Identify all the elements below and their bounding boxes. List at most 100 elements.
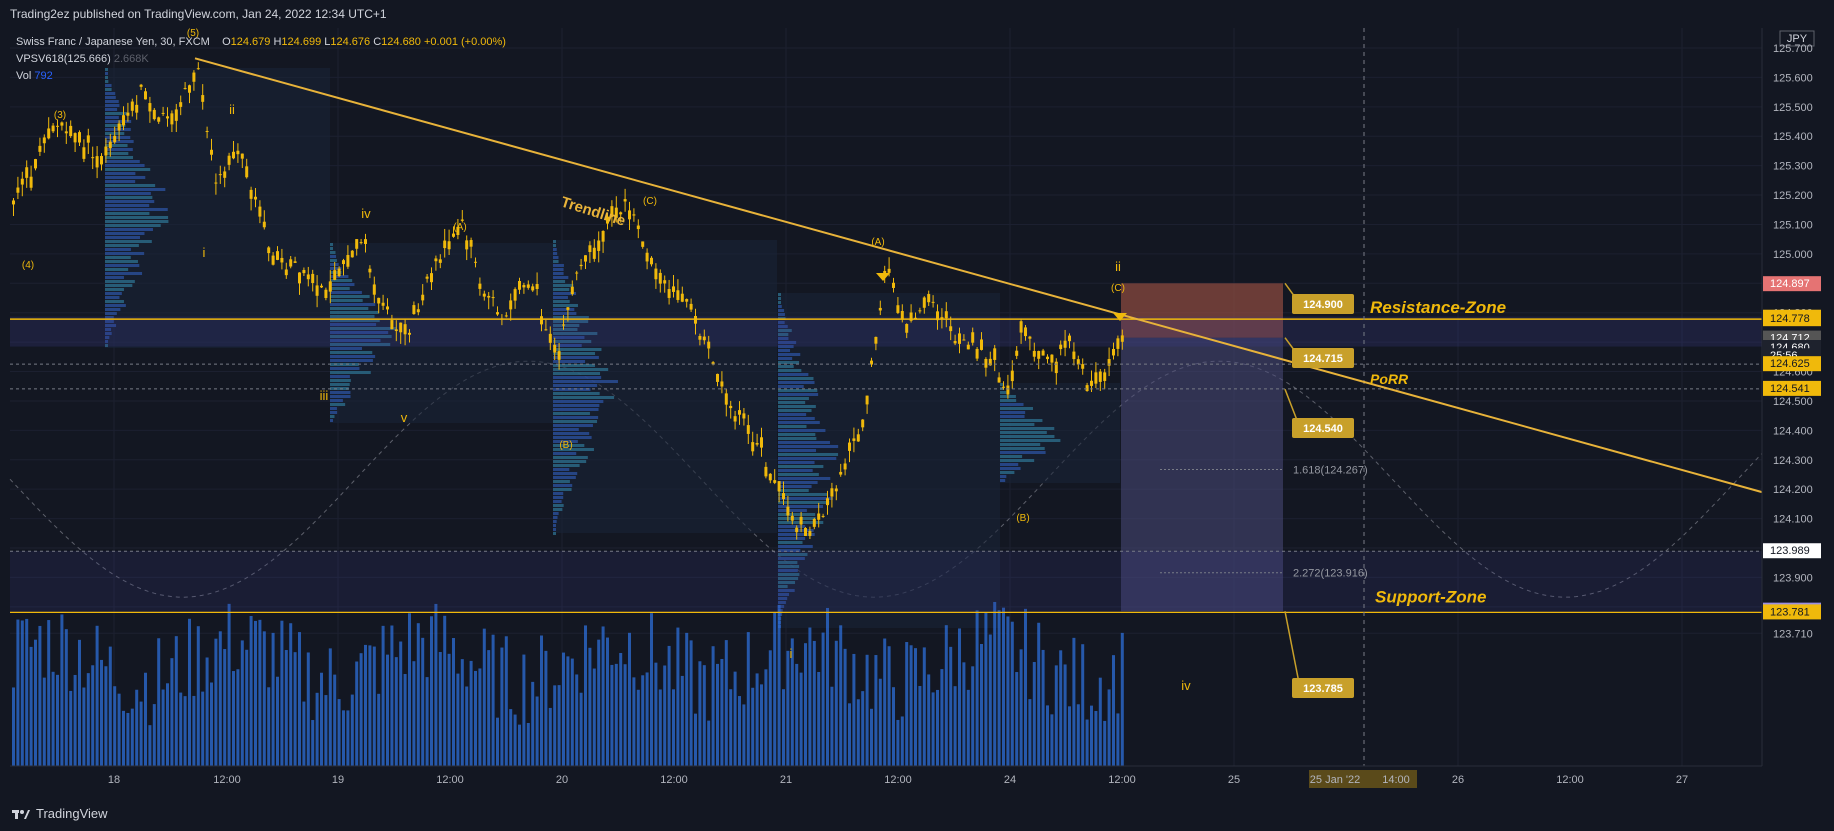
volume-bar	[680, 675, 684, 766]
volume-profile-bar	[330, 407, 337, 410]
candle-body	[56, 125, 59, 127]
vpsv-values: 618(125.666)	[45, 53, 111, 65]
price-badge	[1763, 380, 1821, 396]
candle-body	[993, 348, 997, 360]
candle-body	[1024, 327, 1027, 337]
volume-profile-bar	[330, 367, 360, 370]
volume-bar	[804, 643, 807, 766]
volume-bar	[386, 654, 389, 766]
volume-bar	[553, 685, 557, 766]
volume-bar	[1063, 664, 1067, 766]
candle-body	[232, 151, 235, 159]
volume-bar	[381, 625, 385, 766]
volume-profile-bar	[330, 339, 381, 342]
candle-body	[504, 315, 508, 317]
symbol-title[interactable]: Swiss Franc / Japanese Yen, 30, FXCM	[16, 36, 210, 48]
vpsv-indicator-label[interactable]: VPSV	[16, 53, 46, 65]
time-tick: 12:00	[884, 774, 912, 786]
candle-body	[1054, 361, 1058, 374]
mid-price-label-box[interactable]	[1292, 418, 1354, 438]
candle-body	[302, 269, 306, 274]
candle-body	[390, 320, 394, 330]
volume-profile-bar	[778, 293, 781, 296]
price-tick: 125.300	[1773, 161, 1813, 173]
volume-bar	[636, 689, 640, 766]
volume-bar	[1120, 632, 1124, 766]
volume-profile-bar	[105, 320, 114, 323]
entry-price-label-box[interactable]	[1292, 348, 1354, 368]
volume-profile-bar	[105, 304, 126, 307]
volume-bar	[861, 691, 865, 766]
volume-bar	[579, 692, 583, 766]
volume-profile-bar	[778, 393, 819, 396]
volume-bar	[174, 636, 178, 766]
candle-body	[755, 443, 759, 445]
volume-profile-bar	[553, 304, 578, 307]
price-axis[interactable]	[1762, 28, 1834, 799]
volume-bar	[1072, 637, 1076, 766]
vol-indicator-label[interactable]: Vol	[16, 70, 32, 82]
time-tick: 20	[556, 774, 568, 786]
price-chart[interactable]: TrendlineResistance-ZoneSupport-ZonePoRR…	[0, 28, 1834, 799]
volume-profile-bar	[778, 449, 817, 452]
volume-bar	[610, 664, 614, 766]
candle-body	[227, 155, 231, 165]
volume-profile-bar	[778, 437, 817, 440]
candle-body	[628, 210, 631, 220]
volume-bar	[597, 639, 601, 766]
wave-label: (5)	[187, 28, 199, 39]
volume-profile-bar	[778, 589, 795, 592]
volume-bar	[742, 704, 746, 766]
volume-profile-bar	[778, 425, 807, 428]
volume-profile-bar	[330, 315, 375, 318]
volume-bar	[672, 689, 675, 766]
volume-profile-box	[778, 293, 1000, 628]
stop-price-label-box[interactable]	[1292, 294, 1354, 314]
candle-body	[738, 410, 741, 415]
volume-profile-bar	[778, 601, 786, 604]
volume-bar	[676, 627, 680, 766]
volume-bar	[350, 694, 354, 766]
candle-body	[201, 95, 205, 102]
candle-body	[456, 226, 460, 236]
candle-body	[597, 240, 601, 251]
candle-body	[135, 104, 139, 113]
volume-profile-bar	[1000, 411, 1026, 414]
volume-bar	[20, 620, 24, 766]
candle-body	[113, 135, 117, 143]
trendline[interactable]	[194, 57, 1763, 494]
candle-body	[540, 316, 543, 325]
volume-bar	[170, 658, 174, 766]
volume-bar	[944, 625, 948, 766]
candle-body	[513, 289, 517, 301]
volume-profile-bar	[778, 357, 793, 360]
candle-body	[592, 247, 596, 259]
tradingview-logo[interactable]: TradingView	[12, 806, 108, 821]
volume-profile-bar	[778, 361, 800, 364]
candle-body	[601, 230, 605, 242]
volume-profile-bar	[778, 345, 794, 348]
candle-body	[460, 219, 464, 221]
volume-profile-bar	[778, 537, 806, 540]
candle-body	[984, 358, 988, 368]
volume-profile-bar	[553, 252, 558, 255]
candle-body	[324, 289, 328, 298]
volume-bar	[689, 640, 693, 766]
volume-profile-bar	[778, 457, 837, 460]
target-price-label-box[interactable]	[1292, 678, 1354, 698]
volume-profile-bar	[553, 488, 572, 491]
volume-bar	[276, 676, 279, 766]
volume-bar	[1076, 704, 1080, 766]
time-tick: 12:00	[1556, 774, 1584, 786]
volume-profile-bar	[553, 284, 574, 287]
candle-body	[328, 281, 332, 292]
volume-profile-bar	[553, 272, 564, 275]
fib-label: 2.272(123.916)	[1293, 568, 1368, 580]
volume-profile-bar	[105, 336, 110, 339]
volume-profile-bar	[105, 308, 121, 311]
volume-bar	[826, 607, 829, 766]
candle-body	[914, 317, 917, 319]
time-tick: 24	[1004, 774, 1016, 786]
currency-box	[1779, 30, 1815, 47]
price-tick: 125.000	[1773, 249, 1813, 261]
